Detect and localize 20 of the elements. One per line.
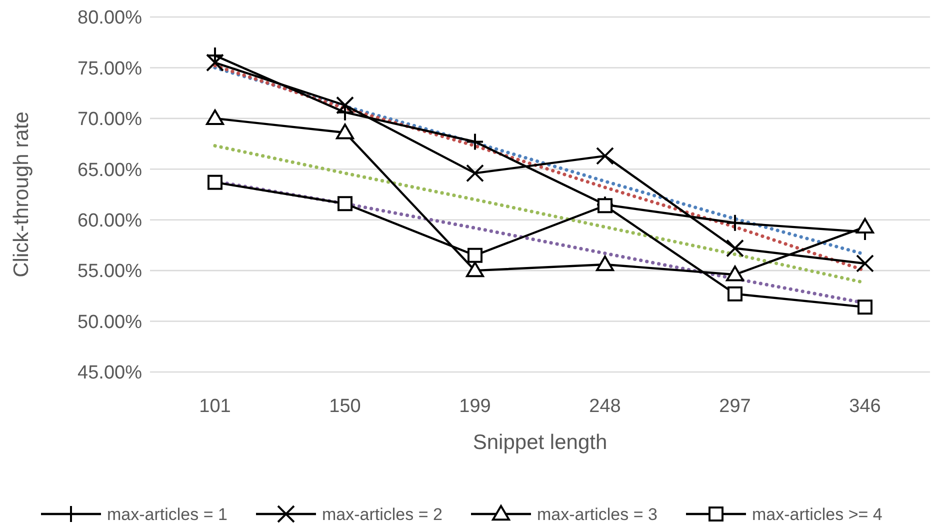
legend-label: max-articles >= 4 — [752, 504, 882, 524]
x-tick-label: 101 — [199, 396, 231, 417]
y-tick-label: 50.00% — [78, 312, 142, 333]
y-tick-label: 60.00% — [78, 210, 142, 232]
legend-label: max-articles = 3 — [537, 504, 658, 524]
y-tick-label: 70.00% — [78, 109, 142, 130]
y-tick-label: 45.00% — [78, 362, 142, 384]
y-axis-title: Click-through rate — [10, 112, 33, 278]
x-tick-label: 150 — [329, 396, 361, 417]
y-tick-label: 75.00% — [78, 58, 142, 80]
x-tick-label: 248 — [589, 396, 621, 417]
x-tick-label: 199 — [459, 396, 491, 417]
y-tick-label: 55.00% — [78, 261, 142, 282]
legend-label: max-articles = 1 — [107, 504, 228, 524]
y-tick-label: 65.00% — [78, 160, 142, 181]
x-tick-label: 297 — [719, 396, 751, 417]
legend-label: max-articles = 2 — [322, 504, 442, 524]
y-tick-label: 80.00% — [78, 8, 142, 29]
x-axis-title: Snippet length — [472, 431, 608, 454]
x-tick-label: 346 — [849, 396, 881, 417]
